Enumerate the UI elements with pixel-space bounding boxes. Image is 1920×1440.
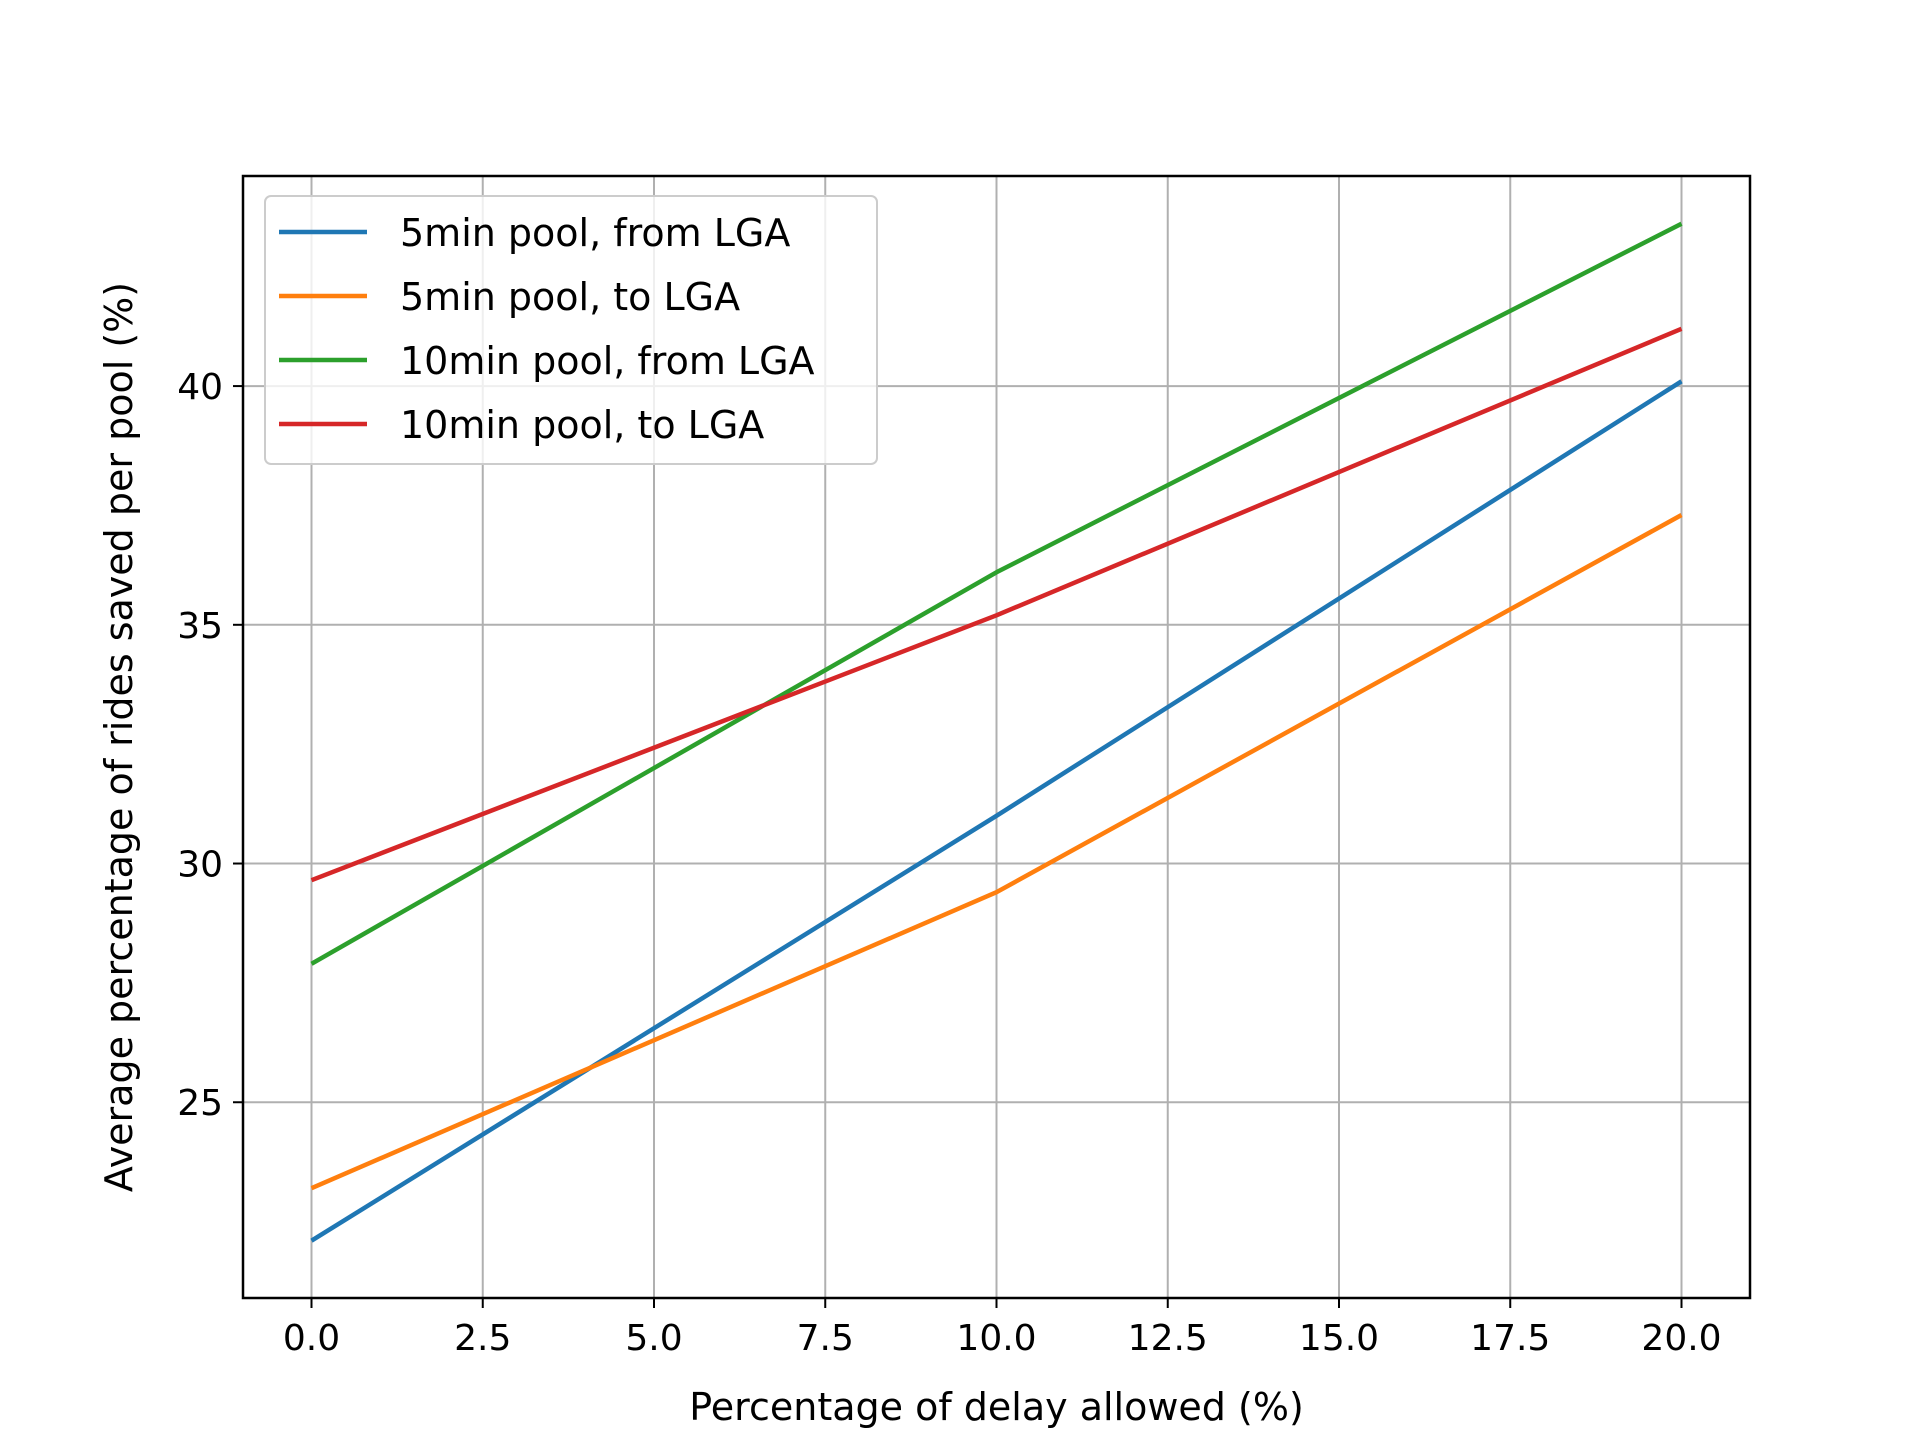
legend-label: 5min pool, from LGA [400, 211, 790, 255]
series-line [310, 326, 1683, 883]
series-line [310, 513, 1683, 1191]
x-tick-label: 10.0 [956, 1318, 1036, 1359]
y-tick-label: 30 [177, 845, 223, 886]
y-tick-label: 35 [177, 606, 223, 647]
x-tick-label: 15.0 [1299, 1318, 1379, 1359]
y-axis-label: Average percentage of rides saved per po… [97, 282, 141, 1192]
x-axis-ticks: 0.0 2.5 5.0 7.5 10.0 12.5 15.0 17.5 20.0 [283, 1298, 1722, 1359]
series-line [310, 221, 1683, 966]
x-tick-label: 2.5 [454, 1318, 511, 1359]
x-tick-label: 5.0 [625, 1318, 682, 1359]
series-lines [310, 221, 1683, 1243]
x-tick-label: 20.0 [1641, 1318, 1721, 1359]
legend: 5min pool, from LGA 5min pool, to LGA 10mi… [264, 195, 878, 465]
x-tick-label: 0.0 [283, 1318, 340, 1359]
legend-label: 5min pool, to LGA [400, 275, 740, 319]
legend-label: 10min pool, to LGA [400, 403, 764, 447]
series-line [310, 379, 1683, 1243]
legend-box [264, 195, 878, 465]
x-axis-label: Percentage of delay allowed (%) [689, 1385, 1304, 1429]
legend-label: 10min pool, from LGA [400, 339, 815, 383]
x-tick-label: 12.5 [1128, 1318, 1208, 1359]
y-axis-ticks: 25 30 35 40 [177, 367, 243, 1124]
x-tick-label: 7.5 [797, 1318, 854, 1359]
y-tick-label: 40 [177, 367, 223, 408]
y-tick-label: 25 [177, 1083, 223, 1124]
x-tick-label: 17.5 [1470, 1318, 1550, 1359]
